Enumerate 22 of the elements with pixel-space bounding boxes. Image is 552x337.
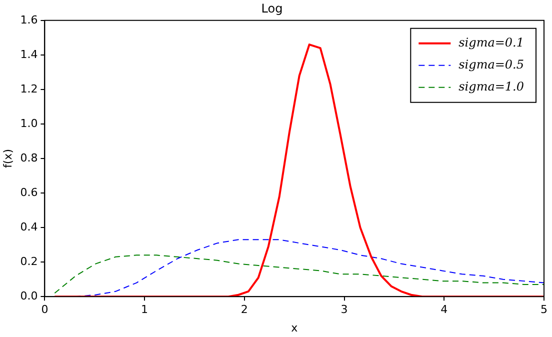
x-tick-label: 1	[141, 303, 148, 316]
x-tick-label: 0	[41, 303, 48, 316]
y-tick-label: 1.0	[20, 116, 38, 130]
legend-label: sigma=0.1	[458, 36, 524, 50]
legend-label: sigma=0.5	[458, 58, 524, 72]
y-tick-label: 0.6	[20, 186, 38, 199]
x-tick-label: 5	[540, 303, 548, 316]
y-tick-label: 0.4	[20, 220, 38, 234]
y-tick-label: 0.0	[20, 289, 38, 302]
legend-label: sigma=1.0	[458, 80, 524, 94]
y-tick-label: 1.2	[20, 82, 38, 96]
y-tick-label: 1.4	[20, 48, 38, 61]
x-tick-label: 2	[240, 303, 248, 316]
y-axis-title: f(x)	[1, 149, 14, 168]
y-tick-label: 0.8	[20, 151, 38, 164]
chart-title: Log	[261, 1, 283, 16]
y-tick-label: 0.2	[20, 254, 38, 268]
line-series	[54, 254, 544, 294]
x-tick-label: 3	[340, 303, 348, 316]
x-tick-label: 4	[440, 303, 448, 316]
y-tick-label: 1.6	[20, 13, 38, 26]
x-axis-title: x	[291, 321, 298, 334]
